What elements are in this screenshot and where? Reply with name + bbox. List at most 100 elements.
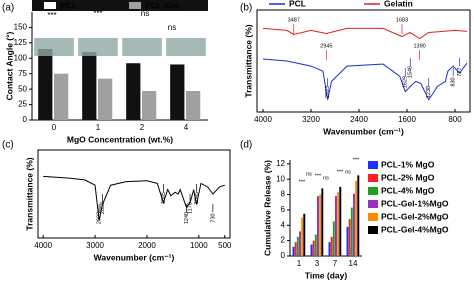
bar [348,219,351,256]
significance-label: *** [93,9,102,18]
legend-swatch [44,2,56,9]
bar [337,192,340,256]
bar [54,73,69,120]
legend-label: PCL [60,0,77,10]
significance-label: *** [299,179,306,185]
peak-label: 727 [457,67,463,76]
peak-label: 1170 [187,202,193,214]
x-tick-label: 1600 [398,115,416,124]
y-tick-label: 10 [276,174,285,183]
y-tick-label: 50 [18,84,27,93]
spectrum-line [262,58,468,101]
x-tick-label: 1 [96,123,101,132]
peak-label: 1685 [161,192,167,204]
y-axis-title: Transmittance (%) [243,24,253,97]
legend-box [32,0,208,11]
bar [292,246,295,256]
peak-label: 1683 [396,17,408,23]
legend-swatch [129,2,141,9]
peak-label: 3487 [288,17,300,23]
x-tick-label: 800 [448,115,462,124]
legend-label: PCL-Gel-4%MgO [381,224,449,234]
significance-label: ns [345,169,351,175]
x-tick-label: 3200 [302,115,320,124]
y-tick-label: 75 [18,69,27,78]
significance-label: ns [141,9,149,18]
legend-swatch [368,200,378,208]
legend-label: PCL-Gel-1%MgO [381,198,449,208]
panel-label: (c) [2,140,14,151]
y-tick-label: 100 [14,53,28,62]
y-tick-label: 0 [281,251,286,260]
x-axis-title: Wavenumber (cm⁻¹) [323,126,404,136]
bar [339,186,342,256]
bar [319,194,322,256]
bar [312,240,315,256]
bar [346,226,349,256]
peak-label: 730 [210,213,216,222]
bar [98,78,113,120]
bar [357,175,360,256]
bar [353,193,355,256]
droplet-photo [122,38,162,56]
legend-label: PCL-2% MgO [381,172,435,182]
bar [335,196,337,256]
x-tick-label: 0 [52,123,57,132]
significance-label: *** [315,173,322,179]
bar [321,188,324,256]
x-tick-label: 2000 [138,241,156,250]
x-tick-label: 500 [218,241,232,250]
x-tick-label: 3 [315,259,320,268]
bar [126,63,141,120]
legend-swatch [368,226,378,234]
y-tick-label: 6 [281,205,286,214]
peak-label: 1045 [194,192,200,204]
bar [294,242,297,256]
peak-label: 2945 [320,43,332,49]
significance-label: *** [337,169,344,175]
droplet-photo [34,38,74,56]
x-tick-label: 3000 [86,241,104,250]
x-tick-label: 1 [297,259,302,268]
y-tick-label: 2 [281,236,286,245]
bar [296,236,299,256]
x-tick-label: 4000 [34,241,52,250]
x-tick-label: 7 [333,259,338,268]
bar [332,221,335,256]
peak-label: 1240 [184,212,190,224]
bar [330,236,333,256]
significance-label: ns [306,171,312,177]
plot-frame [256,9,471,113]
x-tick-label: 1000 [190,241,208,250]
legend-label: Gelatin [384,0,413,8]
peak-label: 830 [451,77,457,86]
peak-label: 2858 [100,202,106,214]
bar [142,90,157,120]
y-tick-label: 125 [14,38,28,47]
y-axis-title: Cumulative Release (%) [262,160,272,256]
bar [170,64,185,120]
peak-label: 1238 [426,86,432,98]
legend-label: PCL-Gel-2%MgO [381,211,449,221]
y-tick-label: 8 [281,190,286,199]
legend-swatch [368,213,378,221]
legend-label: PCL-4% MgO [381,185,435,195]
bar [186,90,201,120]
bar [301,217,304,256]
panel-label: (a) [2,3,14,14]
x-tick-label: 4000 [254,115,272,124]
bar [310,244,313,256]
legend-swatch [368,174,378,182]
bar [38,49,53,120]
legend-label: PCL-1% MgO [381,159,435,169]
droplet-photo [78,38,118,56]
x-tick-label: 4 [184,123,189,132]
bar [328,242,331,256]
significance-label: ns [323,175,329,181]
significance-label: ns [168,23,176,32]
legend-label: PCL [289,0,306,8]
peak-label: 1546 [408,66,414,78]
plot-frame [37,149,231,239]
legend-swatch [368,187,378,195]
